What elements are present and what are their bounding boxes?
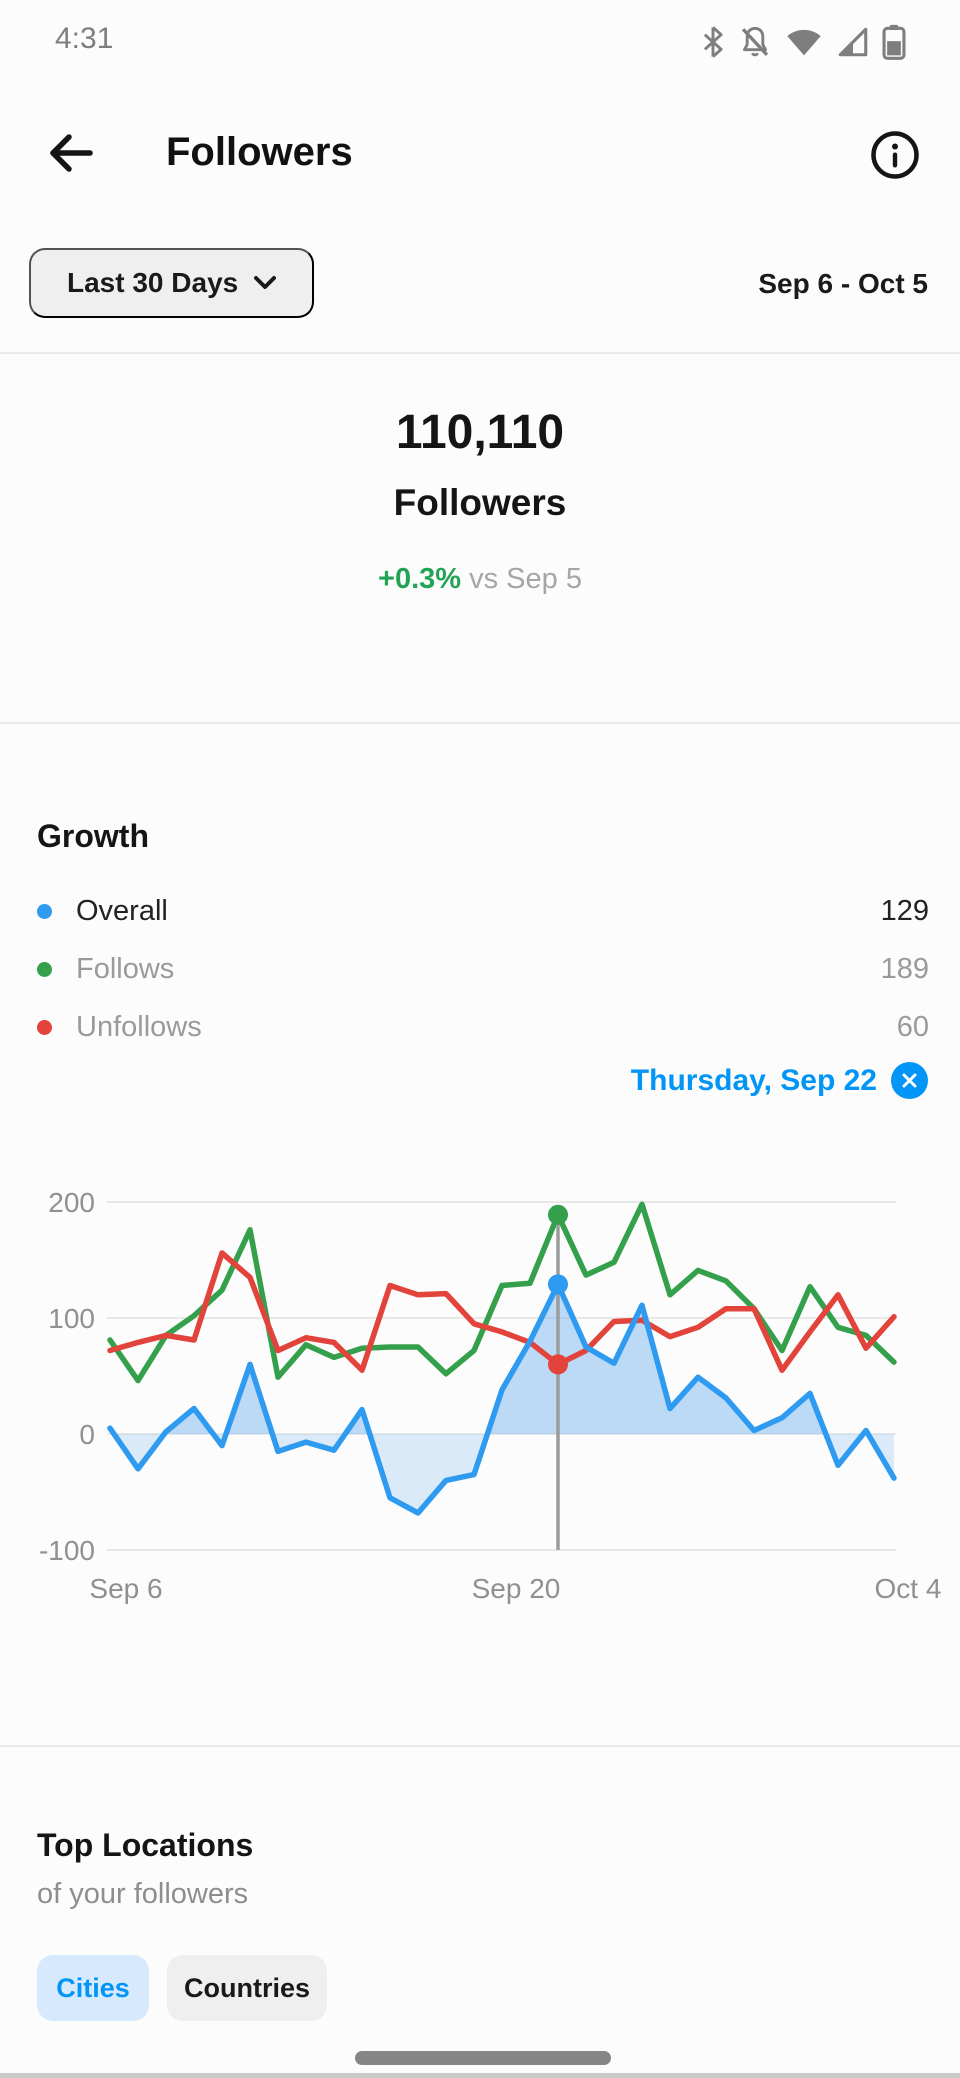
- unfollows-dot-icon: [37, 1019, 52, 1035]
- followers-delta: +0.3% vs Sep 5: [0, 563, 960, 596]
- y-axis-tick-label: 200: [48, 1187, 95, 1218]
- bluetooth-icon: [700, 25, 726, 59]
- date-range-selector[interactable]: Last 30 Days: [29, 248, 315, 318]
- overall-selected-point: [548, 1274, 568, 1295]
- section-divider: [0, 352, 960, 354]
- back-button[interactable]: [44, 127, 96, 179]
- legend-value: 189: [880, 952, 929, 985]
- battery-icon: [882, 24, 906, 60]
- info-button[interactable]: [868, 128, 922, 182]
- gesture-navigation-handle[interactable]: [355, 2051, 611, 2065]
- page-title: Followers: [166, 130, 353, 174]
- notifications-off-icon: [738, 25, 772, 59]
- legend-row-follows[interactable]: Follows 189: [37, 944, 929, 994]
- followers-count: 110,110: [395, 406, 565, 459]
- cell-signal-icon: [836, 25, 870, 59]
- status-time: 4:31: [55, 22, 114, 55]
- status-icons: [700, 22, 906, 62]
- legend-label: Follows: [76, 952, 175, 985]
- y-axis-tick-label: 0: [79, 1419, 95, 1450]
- chevron-down-icon: [254, 276, 277, 289]
- close-icon: [902, 1073, 917, 1088]
- date-range-selector-label: Last 30 Days: [67, 267, 239, 298]
- x-axis-tick-label: Sep 20: [472, 1573, 561, 1604]
- overall-line: [107, 1281, 897, 1516]
- section-divider: [0, 722, 960, 724]
- legend-value: 60: [896, 1010, 929, 1043]
- wifi-icon: [784, 25, 824, 59]
- growth-chart[interactable]: 200 100 0 -100 Sep 6 Sep 20 Oct 4: [0, 1150, 960, 1650]
- growth-section-title: Growth: [37, 818, 149, 854]
- selected-day-row: Thursday, Sep 22: [631, 1062, 928, 1099]
- tab-cities[interactable]: Cities: [37, 1955, 149, 2021]
- overall-area-fill: [110, 1284, 894, 1434]
- x-axis-tick-label: Oct 4: [875, 1573, 942, 1604]
- unfollows-selected-point: [548, 1354, 568, 1375]
- y-axis-tick-label: -100: [39, 1535, 95, 1566]
- y-axis-tick-label: 100: [48, 1303, 95, 1334]
- selected-day-label: Thursday, Sep 22: [630, 1063, 877, 1097]
- legend-label: Overall: [76, 894, 168, 927]
- back-arrow-icon: [50, 134, 93, 172]
- overall-dot-icon: [37, 903, 52, 919]
- legend-label: Unfollows: [76, 1010, 202, 1043]
- info-icon: [871, 131, 919, 179]
- legend-row-overall[interactable]: Overall 129: [37, 886, 929, 936]
- date-range-text: Sep 6 - Oct 5: [758, 268, 928, 299]
- x-axis-tick-label: Sep 6: [89, 1573, 162, 1604]
- top-locations-subtitle: of your followers: [37, 1878, 249, 1910]
- legend-value: 129: [880, 894, 929, 927]
- clear-selected-day-button[interactable]: [891, 1062, 928, 1099]
- section-divider: [0, 1745, 960, 1747]
- unfollows-line: [107, 1250, 897, 1373]
- tab-countries[interactable]: Countries: [167, 1955, 327, 2021]
- follows-selected-point: [548, 1204, 568, 1225]
- top-locations-title: Top Locations: [37, 1827, 254, 1863]
- delta-compare-text: vs Sep 5: [461, 563, 582, 595]
- delta-percent: +0.3%: [378, 563, 462, 595]
- followers-count-label: Followers: [393, 482, 567, 523]
- legend-row-unfollows[interactable]: Unfollows 60: [37, 1002, 929, 1052]
- screen-bottom-edge: [0, 2073, 960, 2078]
- follows-dot-icon: [37, 961, 52, 977]
